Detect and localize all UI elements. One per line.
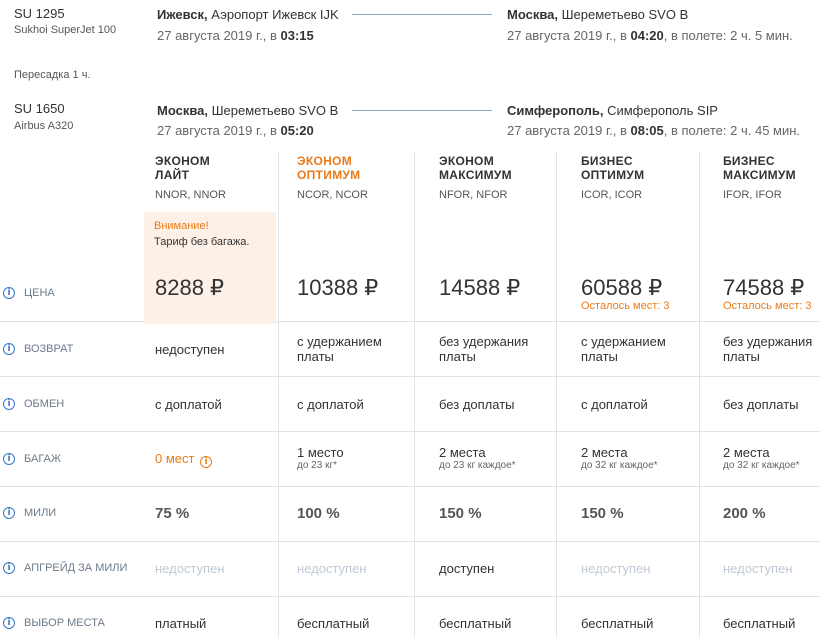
arrival-time: 27 августа 2019 г., в 04:20, в полете: 2… <box>507 28 793 43</box>
arrival-time: 27 августа 2019 г., в 08:05, в полете: 2… <box>507 123 801 138</box>
row-label-price: ЦЕНА <box>24 287 55 299</box>
info-icon[interactable]: i <box>3 507 15 519</box>
row-label-upgrade: АПГРЕЙД ЗА МИЛИ <box>24 562 128 574</box>
price-value[interactable]: 8288 ₽ <box>155 275 225 300</box>
refund-value: недоступен <box>155 342 225 357</box>
info-icon[interactable]: i <box>3 287 15 299</box>
tariff-header-econom-optimum[interactable]: ЭКОНОМ ОПТИМУМ NCOR, NCOR <box>297 154 368 201</box>
refund-value: с удержанием платы <box>297 334 382 364</box>
exchange-value: с доплатой <box>297 397 364 412</box>
refund-value: без удержания платы <box>439 334 529 364</box>
price-value[interactable]: 60588 ₽ <box>581 275 663 300</box>
row-label-miles: МИЛИ <box>24 507 57 519</box>
transfer-info: Пересадка 1 ч. <box>14 69 91 81</box>
row-label-seat-choice: ВЫБОР МЕСТА <box>24 617 105 629</box>
upgrade-value: недоступен <box>155 561 225 576</box>
row-divider <box>0 431 820 432</box>
baggage-warning: Внимание! Тариф без багажа. <box>144 212 276 324</box>
upgrade-value: недоступен <box>723 561 793 576</box>
column-divider <box>556 152 557 637</box>
arrival-place: Симферополь, Симферополь SIP <box>507 103 718 118</box>
row-divider <box>0 376 820 377</box>
column-divider <box>414 152 415 637</box>
seats-left: Осталось мест: 3 <box>723 300 812 312</box>
exchange-value: без доплаты <box>723 397 799 412</box>
seat-choice-value: бесплатный <box>581 616 654 631</box>
tariff-header-business-optimum[interactable]: БИЗНЕС ОПТИМУМ ICOR, ICOR <box>581 154 645 201</box>
column-divider <box>699 152 700 637</box>
tariff-header-econom-maximum[interactable]: ЭКОНОМ МАКСИМУМ NFOR, NFOR <box>439 154 512 201</box>
row-label-refund: ВОЗВРАТ <box>24 343 74 355</box>
departure-place: Ижевск, Аэропорт Ижевск IJK <box>157 7 339 22</box>
row-divider <box>0 321 820 322</box>
row-label-baggage: БАГАЖ <box>24 453 62 465</box>
miles-value: 150 % <box>581 505 624 522</box>
refund-value: с удержанием платы <box>581 334 666 364</box>
baggage-value: 2 места до 32 кг каждое* <box>723 445 800 471</box>
aircraft-type: Sukhoi SuperJet 100 <box>14 24 117 36</box>
info-icon[interactable]: i <box>3 343 15 355</box>
info-icon[interactable]: i <box>3 617 15 629</box>
refund-value: без удержания платы <box>723 334 813 364</box>
departure-time: 27 августа 2019 г., в 03:15 <box>157 28 314 43</box>
baggage-value[interactable]: 0 мест i <box>155 451 213 468</box>
route-line <box>352 14 492 15</box>
column-divider <box>278 152 279 637</box>
exchange-value: с доплатой <box>155 397 222 412</box>
miles-value: 75 % <box>155 505 190 522</box>
info-icon[interactable]: i <box>3 398 15 410</box>
exchange-value: без доплаты <box>439 397 515 412</box>
price-value[interactable]: 14588 ₽ <box>439 275 521 300</box>
seat-choice-value: бесплатный <box>723 616 796 631</box>
tariff-header-econom-lite[interactable]: ЭКОНОМ ЛАЙТ NNOR, NNOR <box>155 154 226 201</box>
info-icon[interactable]: i <box>200 456 213 468</box>
row-divider <box>0 541 820 542</box>
departure-time: 27 августа 2019 г., в 05:20 <box>157 123 314 138</box>
flight-number: SU 1650 <box>14 101 65 116</box>
departure-place: Москва, Шереметьево SVO B <box>157 103 339 118</box>
seat-choice-value: бесплатный <box>297 616 370 631</box>
seat-choice-value: платный <box>155 616 207 631</box>
seats-left: Осталось мест: 3 <box>581 300 670 312</box>
miles-value: 150 % <box>439 505 482 522</box>
miles-value: 200 % <box>723 505 766 522</box>
aircraft-type: Airbus A320 <box>14 120 74 132</box>
exchange-value: с доплатой <box>581 397 648 412</box>
row-label-exchange: ОБМЕН <box>24 398 65 410</box>
info-icon[interactable]: i <box>3 453 15 465</box>
tariff-header-business-maximum[interactable]: БИЗНЕС МАКСИМУМ IFOR, IFOR <box>723 154 796 201</box>
miles-value: 100 % <box>297 505 340 522</box>
baggage-value: 1 место до 23 кг* <box>297 445 344 471</box>
route-line <box>352 110 492 111</box>
price-value[interactable]: 10388 ₽ <box>297 275 379 300</box>
row-divider <box>0 486 820 487</box>
arrival-place: Москва, Шереметьево SVO B <box>507 7 689 22</box>
upgrade-value: доступен <box>439 561 495 576</box>
baggage-value: 2 места до 23 кг каждое* <box>439 445 516 471</box>
baggage-value: 2 места до 32 кг каждое* <box>581 445 658 471</box>
flight-number: SU 1295 <box>14 6 65 21</box>
price-value[interactable]: 74588 ₽ <box>723 275 805 300</box>
row-divider <box>0 596 820 597</box>
info-icon[interactable]: i <box>3 562 15 574</box>
upgrade-value: недоступен <box>581 561 651 576</box>
seat-choice-value: бесплатный <box>439 616 512 631</box>
upgrade-value: недоступен <box>297 561 367 576</box>
